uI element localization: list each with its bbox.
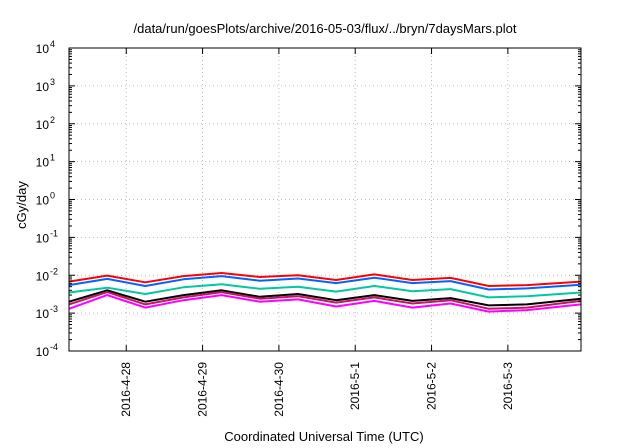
x-tick-label: 2016-5-2: [425, 362, 439, 410]
y-tick-label: 10: [36, 231, 50, 245]
series-line-5: [68, 291, 582, 310]
y-tick-label: 10: [36, 307, 50, 321]
x-tick-label: 2016-4-28: [119, 362, 133, 417]
y-tick-label: 10: [36, 269, 50, 283]
series-line-6: [68, 294, 582, 313]
x-tick-label: 2016-5-3: [501, 362, 515, 410]
y-tick-label-exponent: 4: [50, 39, 55, 49]
y-tick-label-exponent: 2: [50, 115, 55, 125]
y-tick-label-exponent: 1: [50, 153, 55, 163]
series-line-4: [68, 289, 582, 307]
series-lines: [68, 272, 582, 313]
series-line-3: [68, 283, 582, 299]
y-tick-label-exponent: -1: [50, 228, 58, 238]
x-tick-label: 2016-4-29: [196, 362, 210, 417]
y-tick-label: 10: [36, 156, 50, 170]
y-axis-label: cGy/day: [14, 181, 29, 229]
x-tick-label: 2016-5-1: [348, 362, 362, 410]
y-tick-label: 10: [36, 42, 50, 56]
x-axis-label: Coordinated Universal Time (UTC): [224, 429, 423, 444]
y-tick-label: 10: [36, 80, 50, 94]
y-tick-label: 10: [36, 345, 50, 359]
series-line-1: [68, 272, 582, 287]
y-tick-label-exponent: -2: [50, 266, 58, 276]
y-tick-label-exponent: 0: [50, 191, 55, 201]
series-line-2: [68, 275, 582, 291]
y-tick-label: 10: [36, 118, 50, 132]
chart-title: /data/run/goesPlots/archive/2016-05-03/f…: [134, 21, 517, 36]
y-tick-label-exponent: 3: [50, 77, 55, 87]
x-tick-label: 2016-4-30: [272, 362, 286, 417]
x-axis: 2016-4-28 2016-4-29 2016-4-30 2016-5-1 2016-…: [119, 48, 515, 417]
y-tick-label-exponent: -4: [50, 342, 58, 352]
y-tick-label: 10: [36, 194, 50, 208]
y-tick-label-exponent: -3: [50, 304, 58, 314]
